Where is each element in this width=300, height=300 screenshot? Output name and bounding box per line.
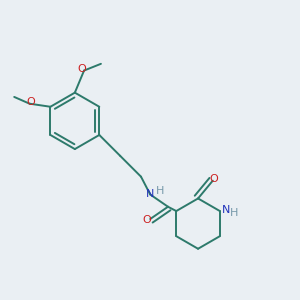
Text: H: H xyxy=(156,186,164,196)
Text: O: O xyxy=(142,214,151,225)
Text: O: O xyxy=(210,174,218,184)
Text: N: N xyxy=(146,190,154,200)
Text: H: H xyxy=(230,208,238,218)
Text: O: O xyxy=(26,97,35,106)
Text: O: O xyxy=(78,64,87,74)
Text: N: N xyxy=(222,205,231,215)
